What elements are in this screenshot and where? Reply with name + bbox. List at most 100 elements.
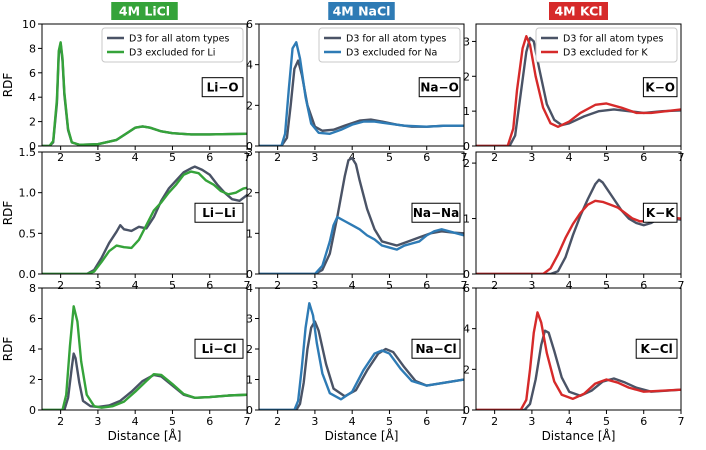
x-tick-label: 7 <box>244 415 251 428</box>
plot-frame <box>258 151 465 275</box>
x-tick-label: 5 <box>169 151 176 164</box>
column-title: 4M NaCl <box>333 4 391 19</box>
x-tick-label: 4 <box>349 279 356 292</box>
series-line-k-cl-all-atoms <box>476 329 681 410</box>
x-tick-label: 6 <box>640 279 647 292</box>
y-tick-label: 4 <box>29 91 36 104</box>
series-line-na-cl-all-atoms <box>259 320 464 410</box>
pair-label: Na−O <box>420 81 458 95</box>
y-tick-label: 10 <box>22 18 36 31</box>
x-tick-label: 2 <box>274 415 281 428</box>
pair-label: K−K <box>646 206 675 220</box>
y-tick-label: 0 <box>29 404 36 417</box>
legend: D3 for all atom types D3 excluded for Na <box>318 27 461 63</box>
column-title: 4M KCl <box>554 4 602 19</box>
x-tick-label: 4 <box>132 151 139 164</box>
x-tick-label: 7 <box>461 279 468 292</box>
x-tick-label: 4 <box>132 279 139 292</box>
x-tick-label: 7 <box>678 279 685 292</box>
x-tick-label: 4 <box>566 151 573 164</box>
pair-label-box <box>642 202 678 223</box>
y-tick-label: 2 <box>29 374 36 387</box>
x-tick-label: 3 <box>528 279 535 292</box>
legend-frame <box>535 27 678 63</box>
legend-entry: D3 for all atom types <box>346 34 446 45</box>
x-axis-label: Distance [Å] <box>542 428 616 443</box>
series-line-li-li-excluded <box>42 170 247 274</box>
y-tick-label: 1 <box>246 374 253 387</box>
column-title-badge <box>328 2 395 20</box>
plot-frame <box>475 23 682 147</box>
x-tick-label: 6 <box>640 151 647 164</box>
y-tick-label: 4 <box>246 59 253 72</box>
x-axis-label: Distance [Å] <box>325 428 399 443</box>
y-tick-label: 4 <box>246 282 253 295</box>
pair-label: K−O <box>645 81 675 95</box>
legend-entry: D3 excluded for K <box>563 48 648 59</box>
y-tick-label: 6 <box>29 313 36 326</box>
y-tick-label: 3 <box>246 146 253 159</box>
legend-entry: D3 excluded for Li <box>129 48 215 59</box>
y-tick-label: 1 <box>246 227 253 240</box>
x-tick-label: 6 <box>423 151 430 164</box>
y-tick-label: 2 <box>246 343 253 356</box>
pair-label-box <box>411 338 461 359</box>
column-title-badge <box>549 2 608 20</box>
y-tick-label: 2 <box>246 99 253 112</box>
y-tick-label: 4 <box>29 343 36 356</box>
y-tick-label: 4 <box>463 323 470 336</box>
x-tick-label: 3 <box>528 151 535 164</box>
y-tick-label: 6 <box>246 18 253 31</box>
y-tick-label: 1.5 <box>19 146 37 159</box>
pair-label: Na−Cl <box>415 342 456 356</box>
y-tick-label: 1 <box>463 213 470 226</box>
pair-label-box <box>411 202 461 223</box>
y-tick-label: 1.0 <box>19 187 37 200</box>
x-tick-label: 5 <box>169 279 176 292</box>
plot-frame <box>41 151 248 275</box>
y-tick-label: 3 <box>463 35 470 48</box>
plot-frame <box>41 23 248 147</box>
pair-label-box <box>642 77 678 98</box>
panel-li-li: 2 3 4 5 6 7 0.0 0.5 1.0 1.5 RDF Li−Li <box>1 146 251 292</box>
pair-label-box <box>418 77 461 98</box>
y-tick-label: 0 <box>246 268 253 281</box>
x-tick-label: 2 <box>491 151 498 164</box>
legend: D3 for all atom types D3 excluded for Li <box>101 27 244 63</box>
series-line-k-k-all-atoms <box>476 178 681 274</box>
series-line-na-o-excluded <box>259 41 464 146</box>
plot-frame <box>258 23 465 147</box>
series-line-na-cl-excluded <box>259 302 464 410</box>
y-tick-label: 0.0 <box>19 268 37 281</box>
pair-label: Li−O <box>207 81 239 95</box>
pair-label: K−Cl <box>640 342 672 356</box>
x-tick-label: 6 <box>206 415 213 428</box>
x-tick-label: 4 <box>349 415 356 428</box>
y-axis-label: RDF <box>1 201 15 226</box>
plot-frame <box>475 287 682 411</box>
pair-label-box <box>194 338 244 359</box>
y-tick-label: 3 <box>246 313 253 326</box>
y-tick-label: 0 <box>463 140 470 153</box>
x-tick-label: 2 <box>274 279 281 292</box>
x-tick-label: 6 <box>206 151 213 164</box>
x-tick-label: 4 <box>566 279 573 292</box>
x-tick-label: 5 <box>386 151 393 164</box>
y-tick-label: 1 <box>463 105 470 118</box>
pair-label-box <box>194 202 244 223</box>
x-tick-label: 3 <box>311 279 318 292</box>
series-line-li-cl-excluded <box>42 305 247 410</box>
x-tick-label: 6 <box>423 415 430 428</box>
x-tick-label: 3 <box>94 151 101 164</box>
column-title-badge <box>111 2 178 20</box>
y-tick-label: 0 <box>463 404 470 417</box>
pair-label-box <box>201 77 244 98</box>
y-tick-label: 8 <box>29 42 36 55</box>
x-tick-label: 3 <box>94 415 101 428</box>
legend-entry: D3 for all atom types <box>563 34 663 45</box>
